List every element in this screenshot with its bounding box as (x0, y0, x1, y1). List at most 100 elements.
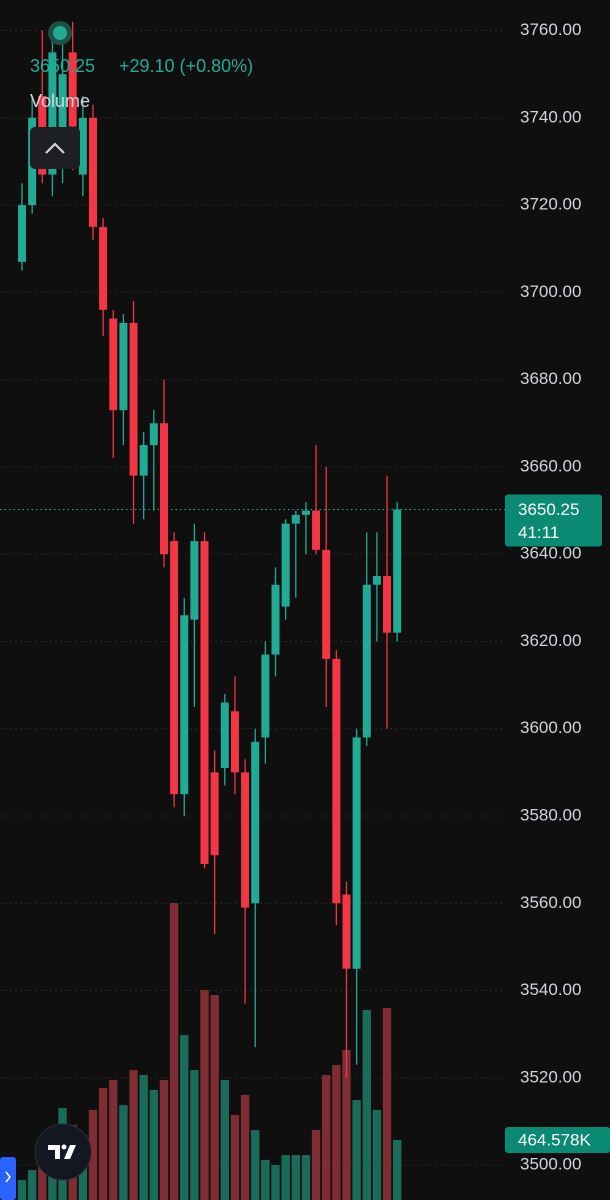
y-tick-label: 3680.00 (520, 369, 581, 388)
volume-badge (505, 1126, 610, 1153)
indicator-label: Volume (30, 91, 90, 111)
candle-body (291, 514, 300, 524)
y-tick-label: 3560.00 (520, 893, 581, 912)
volume-bar (342, 1050, 351, 1200)
volume-bar (352, 1100, 361, 1200)
volume-bar (382, 1008, 392, 1200)
candle-body (230, 711, 239, 773)
volume-bar (332, 1065, 341, 1200)
candle-body (342, 894, 351, 969)
volume-bar (98, 1088, 108, 1200)
volume-bar (322, 1074, 331, 1200)
volume-bar (392, 1139, 402, 1200)
volume-bar (119, 1105, 128, 1200)
candle-body (261, 654, 270, 738)
candle-body (18, 205, 26, 262)
candle-body (241, 772, 250, 908)
volume-bar (220, 1080, 229, 1200)
candle-body (332, 658, 341, 904)
y-tick-label: 3720.00 (520, 195, 581, 214)
volume-bar (190, 1070, 199, 1200)
candle-body (312, 510, 321, 550)
candle-body (78, 117, 87, 175)
candle-body (393, 509, 402, 633)
candle-body (129, 322, 138, 476)
candle-body (281, 523, 290, 607)
status-dot (53, 26, 67, 40)
logo-circle[interactable] (34, 1123, 92, 1181)
volume-badge-label: 464.578K (518, 1130, 591, 1149)
candle-body (190, 541, 199, 620)
y-tick-label: 3500.00 (520, 1155, 581, 1174)
logo-dot[interactable] (61, 1144, 67, 1150)
candle-body (180, 615, 189, 795)
candle-body (139, 445, 148, 476)
volume-bar (139, 1074, 148, 1200)
volume-bar (240, 1094, 250, 1200)
chevron-icon[interactable] (45, 142, 65, 154)
candle-body (362, 584, 371, 738)
tv-logo[interactable] (34, 1123, 92, 1181)
y-tick-label: 3760.00 (520, 20, 581, 39)
candle-body (372, 576, 381, 585)
candle-body (159, 423, 168, 555)
y-tick-label: 3620.00 (520, 631, 581, 650)
y-tick-label: 3580.00 (520, 805, 581, 824)
volume-bar (109, 1080, 118, 1200)
candle-body (383, 576, 392, 633)
volume-bar (38, 1155, 47, 1200)
volume-bar (372, 1109, 382, 1200)
candle-body (119, 322, 128, 411)
y-tick-label: 3600.00 (520, 718, 581, 737)
y-tick-label: 3640.00 (520, 544, 581, 563)
candle-body (271, 584, 280, 655)
price-badge-value: 3650.25 (518, 500, 579, 519)
candle-body (48, 52, 57, 175)
volume-bar (291, 1155, 300, 1200)
volume-bar (271, 1164, 280, 1200)
candle-body (170, 541, 179, 795)
y-tick-label: 3520.00 (520, 1067, 581, 1086)
candle-body (149, 423, 158, 446)
candle-body (99, 226, 108, 310)
candle-body (301, 510, 310, 515)
volume-bar (200, 989, 209, 1200)
candle-body (200, 541, 209, 864)
y-tick-label: 3540.00 (520, 980, 581, 999)
candle-body (58, 74, 67, 140)
volume-bar (129, 1070, 138, 1200)
candle-body (68, 52, 77, 127)
volume-bar (149, 1089, 159, 1200)
volume-bar (230, 1115, 240, 1200)
candle-body (220, 702, 229, 768)
volume-bar (281, 1155, 290, 1200)
volume-bar (17, 1179, 27, 1200)
volume-bar (180, 1035, 189, 1200)
candle-body (251, 741, 260, 904)
candle-body (109, 318, 118, 411)
volume-bar (261, 1159, 270, 1200)
y-tick-label: 3700.00 (520, 282, 581, 301)
header-change: +29.10 (+0.80%) (119, 56, 253, 76)
volume-bar (88, 1109, 98, 1200)
volume-bar (159, 1080, 169, 1200)
price-badge (505, 494, 602, 547)
volume-bar (251, 1129, 260, 1200)
price-badge-timer: 41:11 (518, 523, 559, 542)
candle-body (322, 549, 331, 659)
volume-bar (210, 995, 219, 1200)
side-tab-icon[interactable] (5, 1171, 11, 1183)
collapse-button-bg[interactable] (30, 127, 80, 169)
volume-bar (169, 903, 179, 1200)
header-price: 3650.25 (30, 56, 95, 76)
candle-body (352, 737, 361, 969)
collapse-button[interactable] (30, 127, 80, 169)
volume-bar (27, 1170, 37, 1200)
candle-body (88, 117, 97, 227)
y-tick-label: 3740.00 (520, 107, 581, 126)
logo-mark[interactable] (48, 1145, 76, 1159)
y-tick-label: 3660.00 (520, 456, 581, 475)
